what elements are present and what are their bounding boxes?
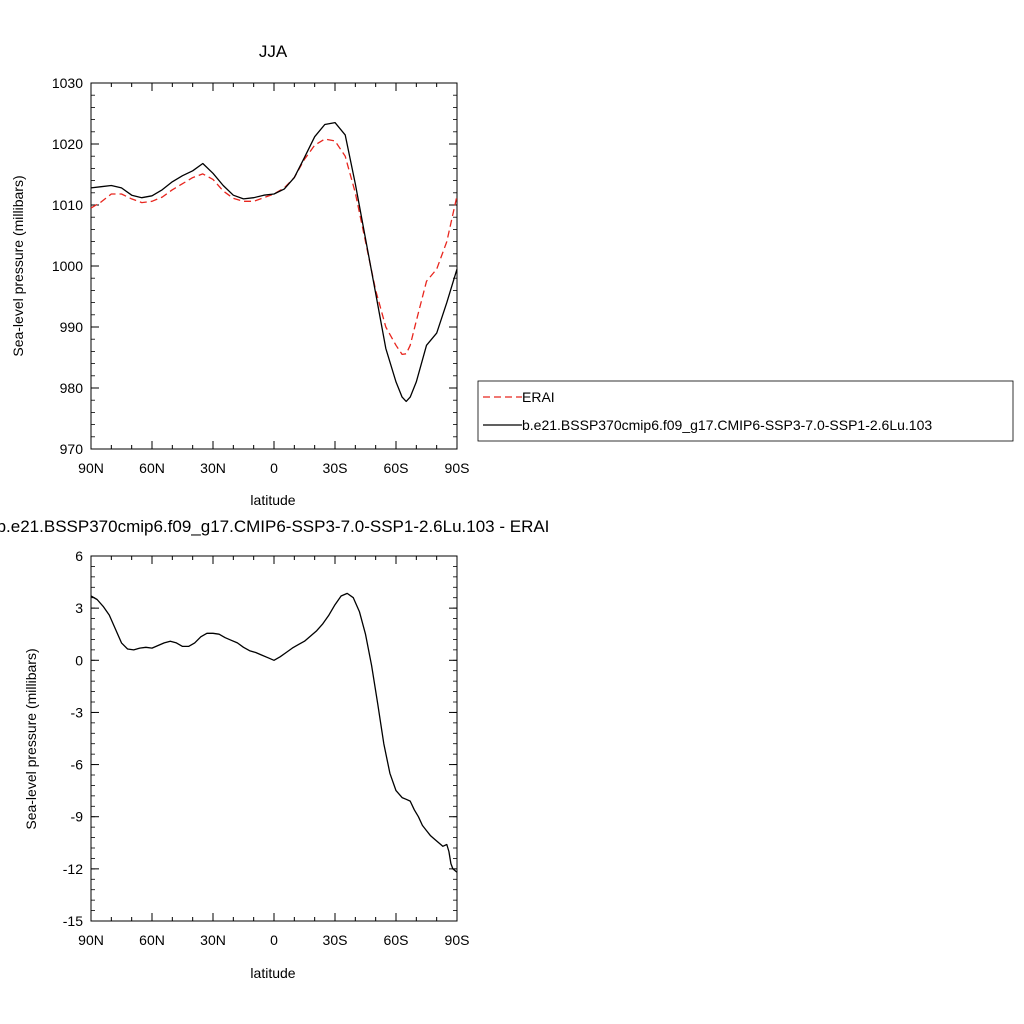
top-y-tick-label: 970 bbox=[60, 441, 84, 457]
top-series-line-0 bbox=[90, 138, 458, 356]
bottom-plot-frame bbox=[90, 555, 458, 922]
bottom-panel: b.e21.BSSP370cmip6.f09_g17.CMIP6-SSP3-7.… bbox=[0, 517, 549, 981]
top-x-tick-label: 30S bbox=[323, 460, 348, 476]
bottom-x-tick-label: 0 bbox=[270, 932, 278, 948]
top-y-tick-label: 1010 bbox=[52, 197, 83, 213]
top-x-tick-label: 90S bbox=[445, 460, 470, 476]
top-plot-lines bbox=[90, 121, 458, 403]
bottom-y-tick-label: -3 bbox=[71, 704, 84, 720]
legend-label-model: b.e21.BSSP370cmip6.f09_g17.CMIP6-SSP3-7.… bbox=[522, 417, 932, 433]
bottom-y-axis-label: Sea-level pressure (millibars) bbox=[23, 648, 39, 829]
top-x-tick-label: 0 bbox=[270, 460, 278, 476]
top-x-axis-label: latitude bbox=[250, 492, 295, 508]
bottom-y-tick-label: 3 bbox=[75, 600, 83, 616]
bottom-x-tick-label: 30S bbox=[323, 932, 348, 948]
legend-box bbox=[477, 380, 1014, 442]
top-y-axis-label: Sea-level pressure (millibars) bbox=[10, 175, 26, 356]
top-plot-frame bbox=[90, 82, 458, 450]
top-x-tick-label: 60N bbox=[139, 460, 165, 476]
bottom-y-tick-label: 6 bbox=[75, 548, 83, 564]
top-x-tick-label: 90N bbox=[78, 460, 104, 476]
bottom-series-line-0 bbox=[90, 592, 458, 873]
bottom-chart-title: b.e21.BSSP370cmip6.f09_g17.CMIP6-SSP3-7.… bbox=[0, 517, 549, 536]
bottom-y-tick-label: -15 bbox=[63, 913, 83, 929]
bottom-y-tick-label: 0 bbox=[75, 652, 83, 668]
top-panel: JJA 90N 60N 30N 0 30S 60S 90S 970 980 990 1000 1010… bbox=[10, 42, 469, 508]
top-axes: 90N 60N 30N 0 30S 60S 90S 970 980 990 1000 1010 1020… bbox=[52, 75, 470, 476]
bottom-x-tick-label: 90S bbox=[445, 932, 470, 948]
top-y-tick-label: 1020 bbox=[52, 136, 83, 152]
bottom-x-axis-label: latitude bbox=[250, 965, 295, 981]
top-y-tick-label: 1000 bbox=[52, 258, 83, 274]
top-y-tick-label: 1030 bbox=[52, 75, 83, 91]
bottom-y-tick-label: -6 bbox=[71, 757, 84, 773]
legend-label-erai: ERAI bbox=[522, 389, 555, 405]
bottom-x-tick-label: 60N bbox=[139, 932, 165, 948]
top-chart-title: JJA bbox=[259, 42, 288, 61]
bottom-x-tick-label: 60S bbox=[384, 932, 409, 948]
bottom-plot-lines bbox=[90, 592, 458, 873]
top-y-tick-label: 980 bbox=[60, 380, 84, 396]
top-x-tick-label: 30N bbox=[200, 460, 226, 476]
bottom-y-tick-label: -12 bbox=[63, 861, 83, 877]
top-series-line-1 bbox=[90, 121, 458, 403]
top-x-tick-label: 60S bbox=[384, 460, 409, 476]
top-y-tick-label: 990 bbox=[60, 319, 84, 335]
bottom-x-tick-label: 30N bbox=[200, 932, 226, 948]
bottom-y-tick-label: -9 bbox=[71, 809, 84, 825]
legend: ERAI b.e21.BSSP370cmip6.f09_g17.CMIP6-SS… bbox=[477, 380, 1014, 442]
bottom-x-tick-label: 90N bbox=[78, 932, 104, 948]
bottom-axes: 90N 60N 30N 0 30S 60S 90S -15 -12 -9 -6 -3 0 3 6 bbox=[63, 548, 470, 948]
